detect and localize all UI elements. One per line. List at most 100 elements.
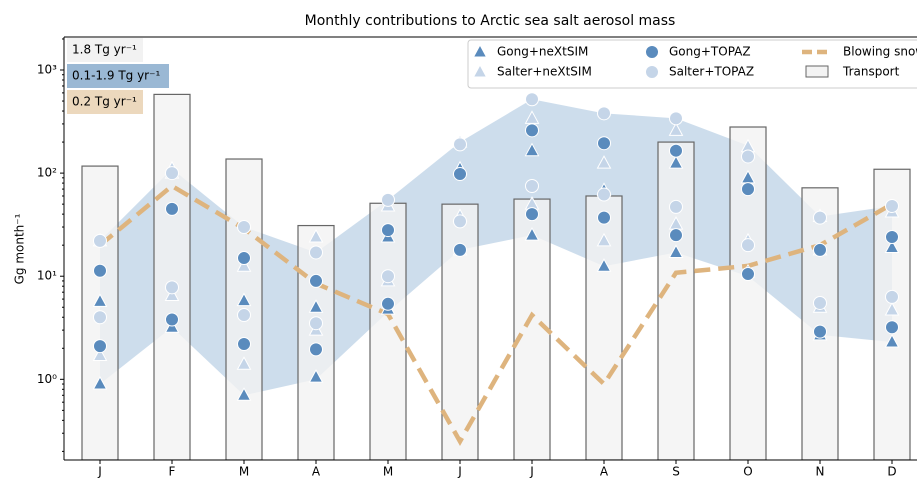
data-point [453,137,467,152]
data-point [884,333,900,348]
legend-label: Gong+neXtSIM [497,45,588,59]
data-point [237,337,251,352]
data-point [596,258,612,272]
y-axis-label: Gg month⁻¹ [13,213,27,284]
legend-swatch [805,65,829,78]
legend-marker [645,45,659,59]
data-point [309,342,323,357]
annotation-box [67,64,169,88]
legend-label: Salter+TOPAZ [669,65,754,79]
bar [657,141,695,460]
x-tick-label: S [672,465,680,479]
data-point [596,232,612,247]
chart-title: Monthly contributions to Arctic sea salt… [305,13,676,29]
data-point [93,339,107,354]
data-point [597,106,611,121]
data-point [309,273,323,288]
data-point [669,228,683,243]
bar [801,187,839,460]
plot-area [81,92,911,460]
data-point [308,228,324,243]
annotation: 0.2 Tg yr⁻¹ [72,95,137,109]
legend-label: Transport [842,65,900,79]
data-point [597,136,611,151]
data-point [813,210,827,225]
annotation-box [67,90,143,114]
data-point [237,251,251,266]
data-point [237,308,251,323]
data-point [741,267,755,282]
legend-label: Salter+neXtSIM [497,65,592,79]
bar [153,93,191,460]
data-point [164,287,180,302]
range-band [100,99,892,396]
data-point [741,238,755,253]
data-point [813,324,827,339]
data-point [741,182,755,197]
legend-label: Gong+TOPAZ [669,45,751,59]
x-tick-label: F [169,465,176,479]
data-point [165,280,179,295]
data-point [453,167,467,182]
data-point [381,223,395,238]
data-point [165,166,179,181]
data-point [525,207,539,222]
data-point [668,122,684,136]
data-point [381,296,395,311]
data-point [597,187,611,202]
data-point [453,242,467,257]
data-point [885,320,899,335]
axes: 10⁰ 10¹ 10² 10³ J F M A M J J A S O N D 1.8 Tg yr⁻¹ 0.1-1… [37,36,917,479]
data-point [92,375,108,390]
y-tick-label: 10⁰ [37,372,57,386]
annotation-box [67,38,143,62]
data-point [524,110,540,124]
y-tick-label: 10² [37,166,57,180]
legend: Gong+neXtSIM Salter+neXtSIM Gong+TOPAZ Salt… [467,39,917,89]
data-point [669,199,683,214]
legend-label: Blowing snow [843,45,917,59]
x-tick-label: D [887,465,896,479]
data-point [237,220,251,235]
data-point [597,210,611,225]
y-tick-label: 10³ [37,63,57,77]
data-point [668,155,684,169]
data-point [884,239,900,253]
data-point [93,310,107,325]
legend-marker [472,43,488,58]
x-tick-label: N [816,465,825,479]
data-point [381,269,395,284]
data-point [596,155,612,169]
data-point [885,230,899,245]
data-point [93,263,107,278]
data-point [884,301,900,316]
data-point [92,293,108,307]
x-tick-label: M [383,465,393,479]
data-point [236,356,252,370]
data-point [525,123,539,138]
data-point [309,245,323,260]
data-point [741,149,755,164]
data-point [524,227,540,241]
legend-marker [645,65,659,79]
data-point [93,233,107,248]
x-tick-label: O [743,465,752,479]
data-point [813,242,827,257]
x-tick-label: A [312,465,321,479]
legend-marker [472,63,488,78]
data-point [381,192,395,207]
data-point [525,178,539,193]
x-tick-label: J [457,465,462,479]
data-point [453,214,467,229]
line [98,183,894,446]
annotation: 0.1-1.9 Tg yr⁻¹ [72,69,160,83]
data-point [885,289,899,304]
data-point [669,143,683,158]
y-tick-label: 10¹ [37,269,57,283]
annotation: 1.8 Tg yr⁻¹ [72,43,137,57]
data-point [524,142,540,157]
data-point [669,111,683,126]
data-point [236,387,252,401]
data-point [885,198,899,213]
